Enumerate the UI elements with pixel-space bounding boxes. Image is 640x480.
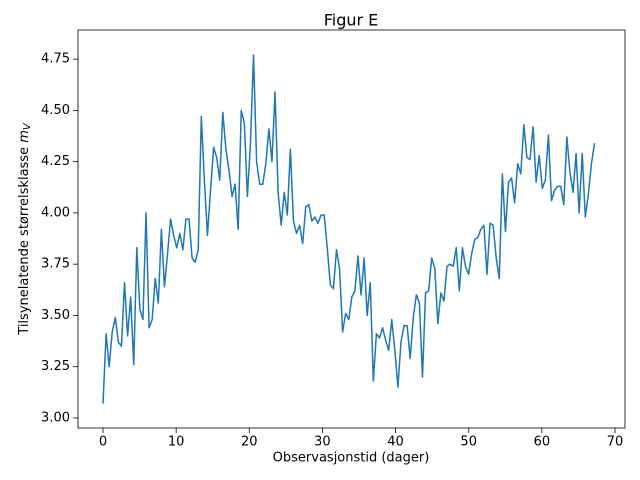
x-tick-label: 30	[314, 435, 331, 450]
y-tick-label: 4.50	[41, 103, 70, 118]
y-axis-label-subscript: V	[22, 122, 33, 130]
y-tick-label: 3.25	[41, 359, 70, 374]
x-tick-label: 20	[241, 435, 258, 450]
x-tick-label: 60	[534, 435, 551, 450]
y-axis-label-symbol: m	[17, 130, 32, 143]
y-tick-label: 4.00	[41, 205, 70, 220]
x-tick-label: 70	[607, 435, 624, 450]
x-tick-label: 10	[168, 435, 185, 450]
x-axis-label: Observasjonstid (dager)	[273, 451, 430, 466]
data-line	[102, 54, 596, 404]
x-tick-label: 50	[460, 435, 477, 450]
y-tick-label: 4.25	[41, 154, 70, 169]
y-axis-label-text: Tilsynelatende størrelsklasse	[17, 147, 32, 336]
y-tick-label: 4.75	[41, 52, 70, 67]
axes-frame	[77, 29, 626, 429]
x-tick-label: 0	[99, 435, 107, 450]
y-axis-label: Tilsynelatende størrelsklasse mV	[17, 122, 34, 336]
y-tick-label: 3.75	[41, 257, 70, 272]
y-tick-label: 3.00	[41, 410, 70, 425]
chart-title: Figur E	[324, 11, 379, 30]
y-tick-label: 3.50	[41, 308, 70, 323]
x-tick-label: 40	[387, 435, 404, 450]
